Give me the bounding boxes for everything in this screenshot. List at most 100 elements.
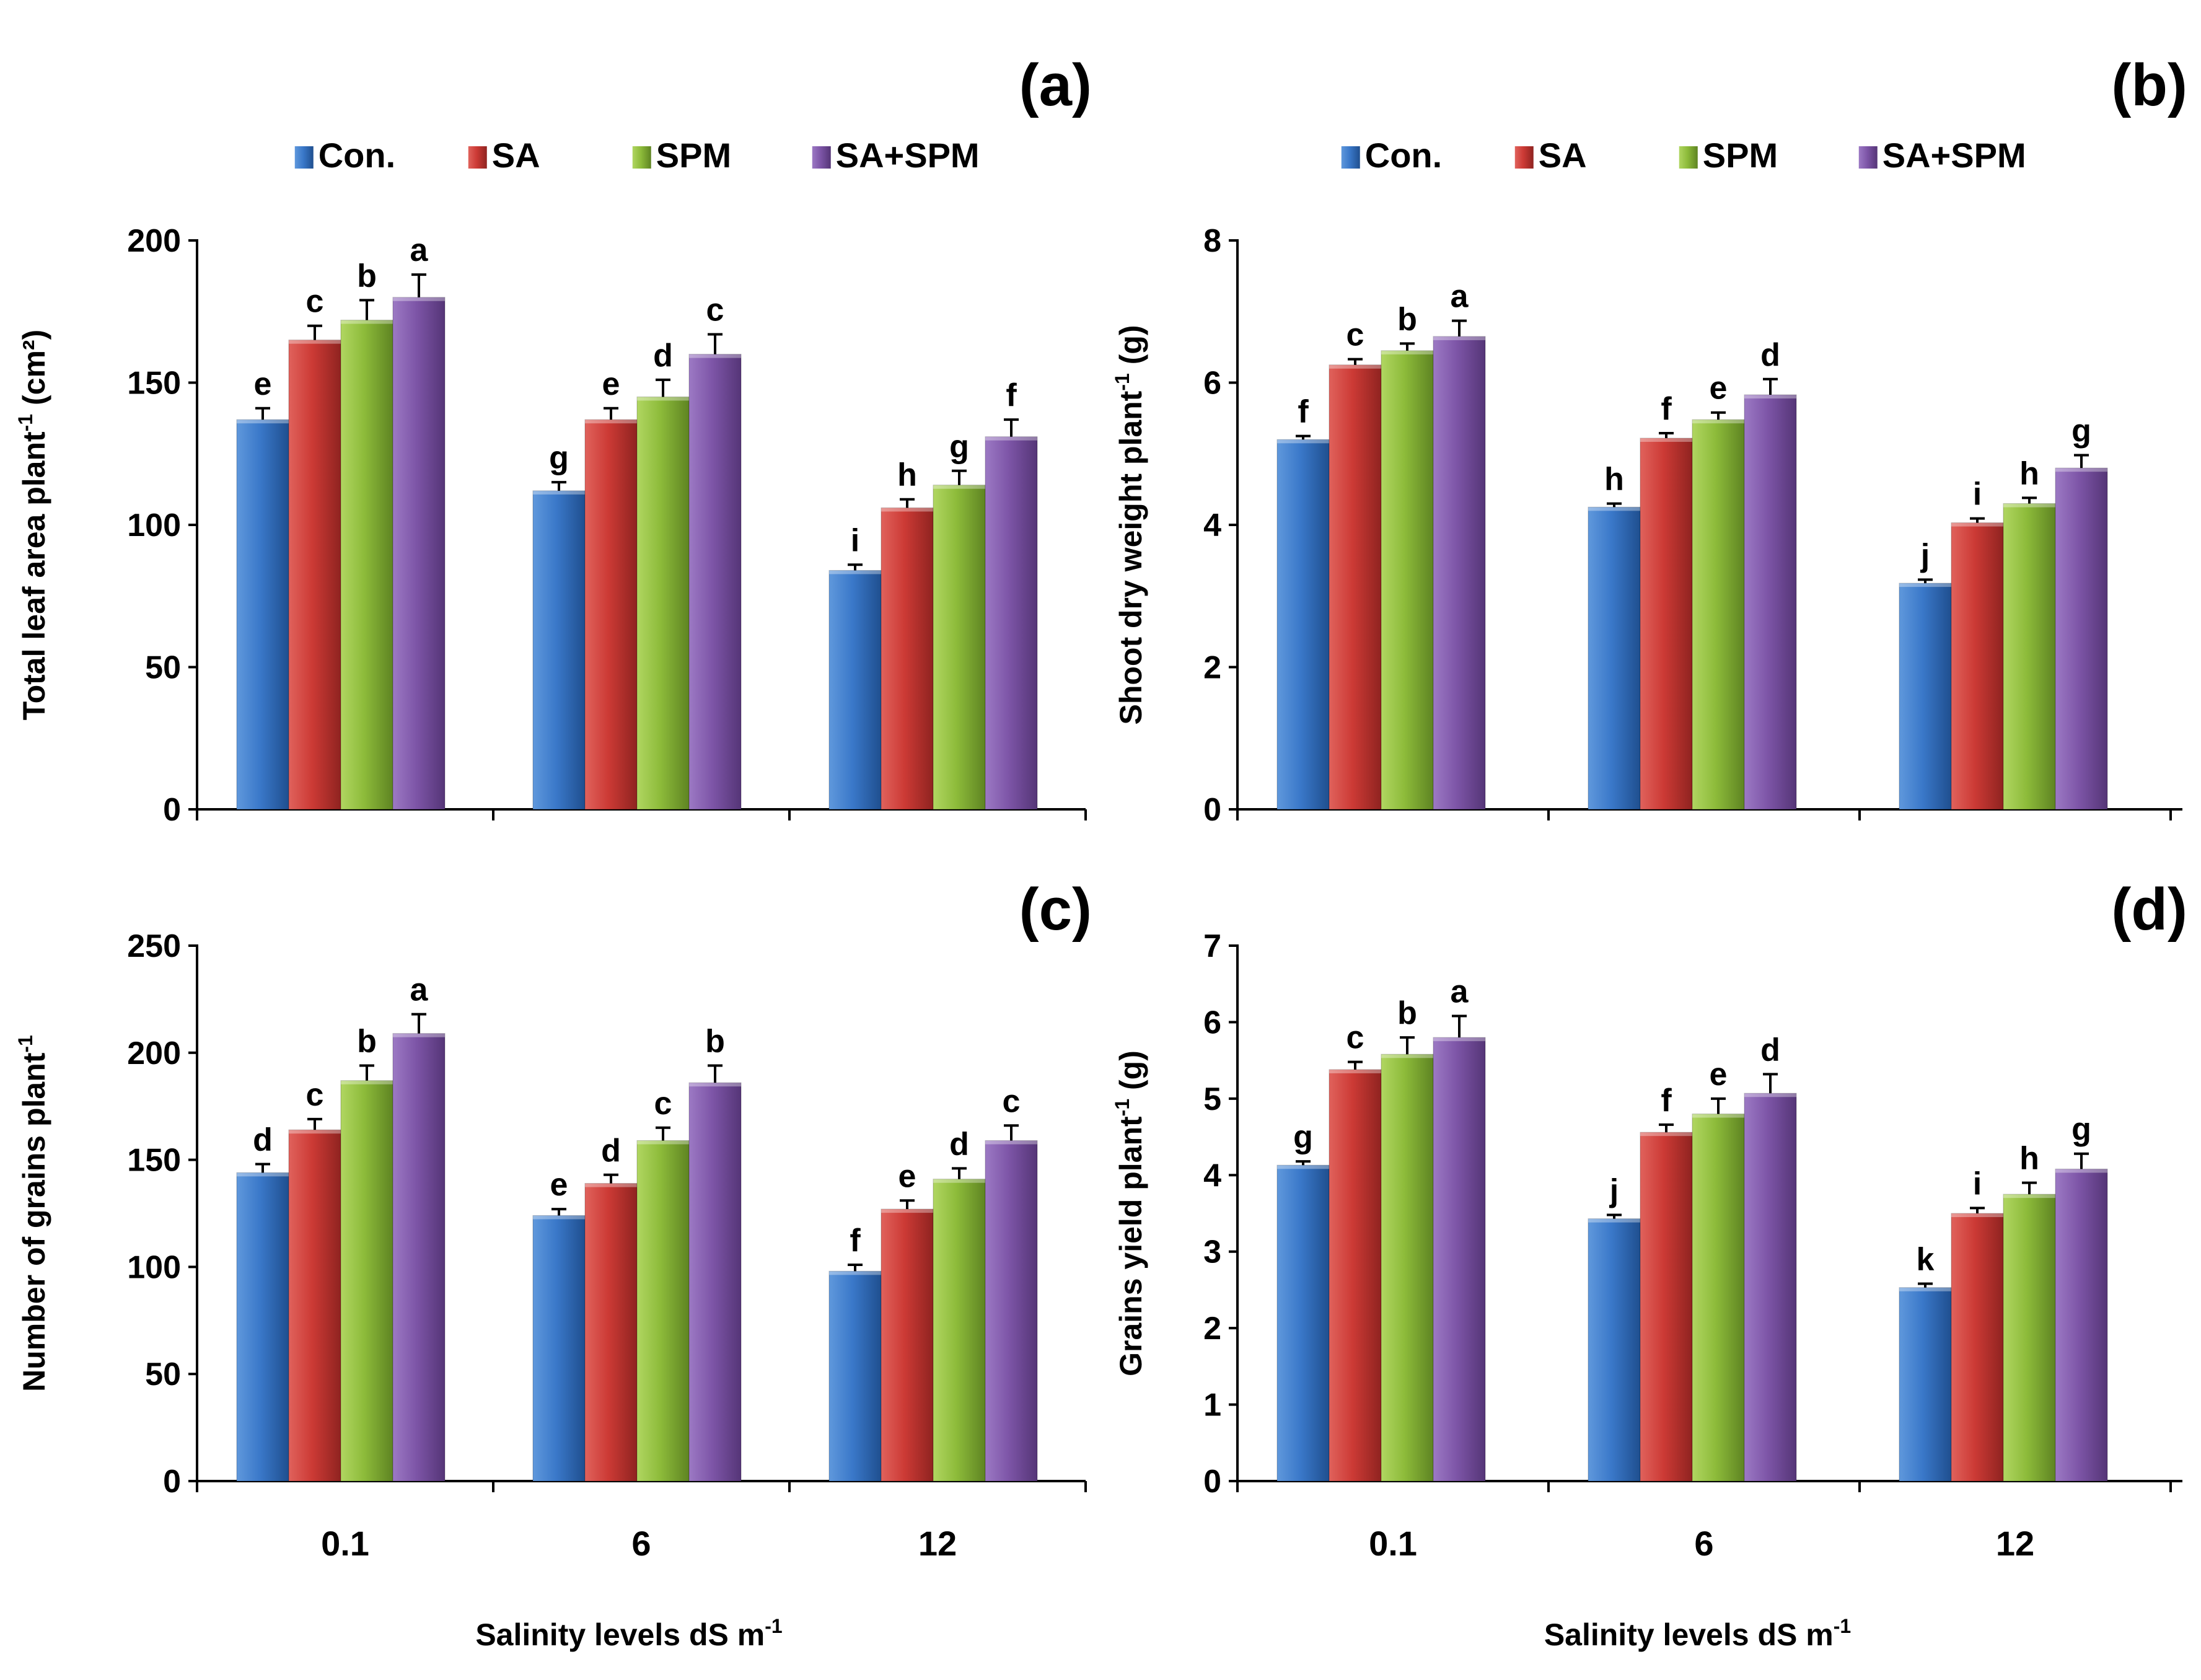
significance-letter: b: [1397, 995, 1417, 1031]
legend-swatch-3: [812, 146, 831, 169]
bar-top-highlight: [237, 420, 289, 424]
significance-letter: c: [1347, 317, 1364, 353]
significance-letter: e: [254, 366, 272, 402]
bar-con: [236, 419, 289, 810]
y-tick-label: 3: [1203, 1234, 1221, 1270]
bar-top-highlight: [2003, 503, 2055, 508]
bar-sa: [1640, 1132, 1693, 1482]
panel-label: (c): [1019, 876, 1092, 943]
legend-label-2: SPM: [656, 136, 731, 175]
bar-top-highlight: [1329, 364, 1381, 369]
bar-saspm: [688, 1082, 742, 1482]
bar-top-highlight: [1381, 1054, 1433, 1058]
bar-spm: [340, 320, 393, 810]
bar-con: [532, 1215, 586, 1482]
bar-top-highlight: [533, 1215, 585, 1220]
bar-sa: [1329, 364, 1382, 810]
bar-saspm: [985, 436, 1038, 810]
significance-letter: c: [706, 292, 724, 328]
y-tick-label: 250: [127, 928, 181, 964]
bar-top-highlight: [1744, 1093, 1796, 1097]
bar-saspm: [2055, 1168, 2108, 1482]
legend-label-0: Con.: [1365, 136, 1442, 175]
x-axis-label-sup: -1: [765, 1615, 782, 1637]
significance-letter: a: [1451, 279, 1469, 315]
significance-letter: b: [357, 258, 377, 294]
bar-sa: [881, 1208, 934, 1482]
significance-letter: f: [1006, 377, 1017, 413]
legend: Con. SA SPM SA+SPM: [1341, 136, 2026, 175]
legend-label-0: Con.: [319, 136, 395, 175]
x-tick-label: 12: [918, 1524, 957, 1563]
bar-sa: [1951, 1213, 2004, 1482]
x-axis-label-main: Salinity levels dS m: [475, 1617, 765, 1652]
bar-con: [1588, 1218, 1641, 1482]
significance-letter: d: [653, 338, 673, 374]
y-axis-label-main: Shoot dry weight plant: [1114, 390, 1148, 724]
y-tick-label: 50: [145, 650, 181, 686]
x-axis-label: Salinity levels dS m-1: [1544, 1615, 1851, 1652]
significance-letter: a: [410, 232, 429, 268]
bar-top-highlight: [341, 1080, 393, 1084]
y-axis-label-main: Grains yield plant: [1114, 1116, 1148, 1376]
bar-top-highlight: [1640, 438, 1692, 442]
y-tick-label: 0: [163, 792, 181, 828]
significance-letter: g: [549, 440, 569, 476]
bar-saspm: [392, 1033, 446, 1482]
bar-con: [1899, 1287, 1952, 1482]
x-tick-label: 0.1: [321, 1524, 369, 1563]
bar-saspm: [2055, 467, 2108, 810]
significance-letter: f: [1298, 394, 1309, 430]
bar-saspm: [1433, 336, 1486, 810]
bar-top-highlight: [393, 1033, 445, 1037]
bar-sa: [288, 1129, 341, 1482]
bar-con: [1588, 506, 1641, 810]
significance-letter: g: [2071, 1112, 2091, 1148]
y-axis-label: Total leaf area plant-1 (cm²): [14, 330, 51, 720]
y-tick-label: 2: [1203, 650, 1221, 686]
bar-top-highlight: [689, 354, 741, 358]
bar-sa: [288, 340, 341, 810]
bar-sa: [584, 1183, 638, 1482]
legend-swatch-2: [1679, 146, 1698, 169]
y-tick-label: 7: [1203, 928, 1221, 964]
bar-sa: [1640, 438, 1693, 810]
significance-letter: i: [1973, 477, 1982, 512]
significance-letter: d: [1760, 1032, 1780, 1068]
y-axis-label-sup: -1: [14, 414, 37, 431]
bar-sa: [1951, 522, 2004, 810]
y-axis-label-tail: (cm²): [17, 330, 51, 414]
bar-top-highlight: [1277, 439, 1329, 444]
legend-label-1: SA: [1539, 136, 1587, 175]
significance-letter: h: [2019, 455, 2039, 491]
panel-label: (d): [2111, 876, 2187, 943]
significance-letter: f: [1661, 391, 1672, 427]
y-tick-label: 4: [1203, 1158, 1221, 1194]
significance-letter: e: [1710, 1057, 1728, 1093]
bar-spm: [2003, 503, 2056, 810]
significance-letter: c: [1003, 1083, 1021, 1119]
legend-swatch-1: [468, 146, 487, 169]
y-tick-label: 150: [127, 1143, 181, 1179]
panel-label: (a): [1019, 52, 1092, 118]
bar-spm: [1381, 1053, 1434, 1482]
y-tick-label: 50: [145, 1357, 181, 1392]
y-axis-label-tail: (g): [1114, 325, 1148, 373]
y-axis-label-tail: (g): [1114, 1050, 1148, 1099]
bar-top-highlight: [1588, 507, 1640, 511]
y-tick-label: 6: [1203, 1005, 1221, 1040]
legend-label-3: SA+SPM: [836, 136, 980, 175]
bar-top-highlight: [881, 508, 933, 512]
bar-top-highlight: [637, 1140, 689, 1145]
y-tick-label: 0: [1203, 792, 1221, 828]
bar-top-highlight: [933, 485, 985, 489]
legend-swatch-0: [1341, 146, 1360, 169]
legend-label-2: SPM: [1703, 136, 1778, 175]
y-tick-label: 200: [127, 1036, 181, 1071]
bar-con: [828, 1270, 882, 1482]
significance-letter: j: [1609, 1172, 1619, 1208]
bar-top-highlight: [289, 1130, 341, 1134]
bar-top-highlight: [933, 1179, 985, 1183]
y-tick-label: 2: [1203, 1311, 1221, 1347]
significance-letter: b: [357, 1024, 377, 1060]
